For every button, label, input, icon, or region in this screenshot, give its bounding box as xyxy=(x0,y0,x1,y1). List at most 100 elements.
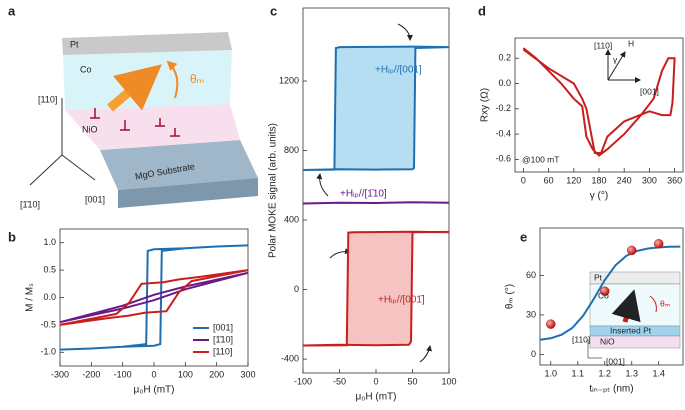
annotation: NiO xyxy=(600,336,615,346)
annotation: +Hᵢₚ//[001̄] xyxy=(378,295,425,306)
series-line xyxy=(59,244,249,351)
x-tick-label: 0 xyxy=(151,369,156,379)
series-line xyxy=(302,201,450,205)
angle-arrow xyxy=(166,60,179,99)
x-tick-label: 360 xyxy=(667,175,682,185)
layer-label: Co xyxy=(80,64,92,74)
data-point xyxy=(600,286,610,296)
annotation: Pt xyxy=(594,272,603,282)
x-tick-label: 100 xyxy=(178,369,193,379)
y-tick-label: -1.0 xyxy=(40,347,56,357)
x-tick-label: 1.2 xyxy=(598,368,611,378)
series-line xyxy=(302,230,450,347)
x-tick-label: 0 xyxy=(521,175,526,185)
sweep-arrow xyxy=(316,173,329,197)
series-line xyxy=(522,47,676,157)
x-tick-label: 0 xyxy=(373,376,378,386)
legend-label: [001] xyxy=(213,322,233,332)
x-tick-label: 120 xyxy=(566,175,581,185)
sweep-arrow xyxy=(419,345,432,363)
annotation: γ xyxy=(613,54,618,64)
data-point xyxy=(546,319,556,329)
annotation: Co xyxy=(598,290,609,300)
panel-label: a xyxy=(8,3,16,18)
y-tick-label: 60 xyxy=(526,270,536,280)
x-tick-label: 1.0 xyxy=(545,368,558,378)
y-tick-label: -0.4 xyxy=(495,128,511,138)
plot-frame xyxy=(539,227,684,366)
y-tick-label: 800 xyxy=(284,145,299,155)
y-tick-label: 0.0 xyxy=(43,292,56,302)
y-tick-label: 0 xyxy=(531,349,536,359)
magnetization-arrow xyxy=(107,64,162,112)
x-tick-label: 1.1 xyxy=(572,368,585,378)
y-tick-label: 0.2 xyxy=(498,53,511,63)
x-tick-label: 60 xyxy=(544,175,554,185)
annotation: Inserted Pt xyxy=(610,325,652,335)
data-point xyxy=(626,245,637,256)
y-tick-label: 1200 xyxy=(279,75,299,85)
annotation: [110] xyxy=(572,334,590,344)
y-tick-label: -0.6 xyxy=(495,154,511,164)
y-tick-label: 0.0 xyxy=(498,78,511,88)
annotation: H xyxy=(628,38,634,48)
y-tick-label: -400 xyxy=(281,353,299,363)
x-tick-label: 240 xyxy=(617,175,632,185)
panel-label: e xyxy=(520,229,527,244)
series-line xyxy=(59,269,249,326)
x-tick-label: 1.3 xyxy=(625,368,638,378)
annotation: +Hᵢₚ//[001] xyxy=(375,65,422,76)
annotation: [001] xyxy=(606,356,625,366)
x-tick-label: -300 xyxy=(51,369,69,379)
axis-label: [110] xyxy=(38,94,57,104)
y-tick-label: -0.5 xyxy=(40,319,56,329)
legend-label: [110] xyxy=(213,346,232,356)
x-axis-title: μ₀H (mT) xyxy=(355,392,396,403)
annotation: [110] xyxy=(594,40,612,50)
panel-label: c xyxy=(270,3,277,18)
y-axis-title: θₘ (°) xyxy=(505,284,516,309)
y-tick-label: 1.0 xyxy=(43,237,56,247)
x-tick-label: -50 xyxy=(333,376,346,386)
angle-label: θₘ xyxy=(190,72,204,86)
x-tick-label: 100 xyxy=(441,376,456,386)
x-tick-label: -200 xyxy=(82,369,100,379)
diagram-a: a Pt Co NiO MgO Substrate θₘ [110] [1̄10… xyxy=(8,3,258,209)
pt-layer xyxy=(62,32,232,55)
legend-label: [1̄10] xyxy=(213,334,233,344)
axis-label: [001] xyxy=(85,194,105,204)
axis-line xyxy=(29,154,63,186)
x-tick-label: 50 xyxy=(407,376,417,386)
x-tick-label: 300 xyxy=(240,369,255,379)
layer-label: Pt xyxy=(70,39,79,49)
inset-d xyxy=(605,49,641,83)
x-tick-label: 1.4 xyxy=(652,368,665,378)
x-tick-label: 200 xyxy=(209,369,224,379)
sweep-arrow xyxy=(397,23,413,41)
y-tick-label: 0.5 xyxy=(43,264,56,274)
x-tick-label: -100 xyxy=(294,376,312,386)
y-axis-title: Polar MOKE signal (arb. units) xyxy=(268,123,279,258)
annotation: +Hᵢₚ//[1̄10] xyxy=(340,189,387,200)
series-line xyxy=(59,271,249,324)
annotation: θₘ xyxy=(660,298,671,308)
dislocations xyxy=(90,108,180,137)
x-axis-title: γ (°) xyxy=(590,191,608,202)
y-tick-label: -0.2 xyxy=(495,103,511,113)
data-point xyxy=(653,239,664,249)
substrate-side xyxy=(118,178,258,208)
y-tick-label: 0 xyxy=(294,284,299,294)
x-axis-title: tᵢₙ₋ₚₜ (nm) xyxy=(589,384,633,395)
x-axis-title: μ₀H (mT) xyxy=(133,385,174,396)
layer-label: NiO xyxy=(82,124,98,134)
annotation: [001] xyxy=(640,86,659,96)
panel-label: d xyxy=(478,3,486,18)
plot-frame xyxy=(514,37,684,173)
y-axis-title: M / Mₛ xyxy=(25,283,36,312)
annotation: @100 mT xyxy=(522,154,559,164)
substrate xyxy=(100,140,258,190)
y-tick-label: 400 xyxy=(284,214,299,224)
y-axis-title: Rxy (Ω) xyxy=(480,88,491,122)
axis-line xyxy=(61,154,96,181)
